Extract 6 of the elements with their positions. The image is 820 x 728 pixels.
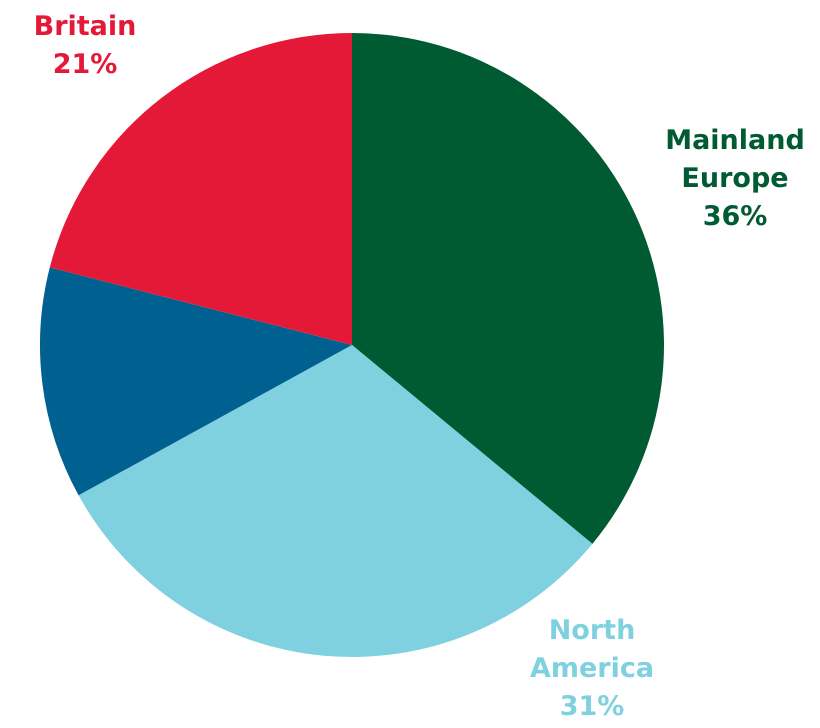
- slice-label: North America: [530, 615, 654, 684]
- slice-label: Mainland Europe: [665, 125, 805, 194]
- slice-label: Britain: [34, 11, 136, 42]
- data-label: 21%: [52, 49, 118, 80]
- data-label: 31%: [560, 691, 624, 722]
- data-label: 36%: [702, 201, 768, 232]
